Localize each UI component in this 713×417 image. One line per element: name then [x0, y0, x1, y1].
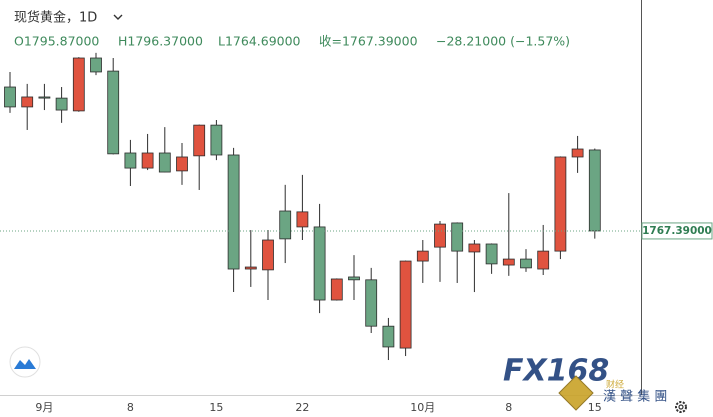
plot-area — [4, 52, 601, 361]
candle-body — [434, 223, 446, 248]
candle-body — [554, 156, 567, 252]
candle-body — [107, 70, 120, 155]
title-chevron — [113, 14, 123, 20]
candle-body — [90, 57, 102, 73]
candle-body — [21, 96, 34, 108]
settings-button[interactable] — [675, 401, 687, 413]
candle-body — [55, 97, 68, 111]
candle-body — [227, 154, 240, 270]
candle-body — [158, 152, 171, 173]
candle-body — [330, 278, 343, 301]
candle-body — [176, 156, 188, 172]
candle-body — [193, 124, 206, 157]
candle-body — [72, 57, 85, 112]
last-price-label: 1767.39000 — [642, 225, 712, 237]
candle-body — [537, 250, 550, 270]
x-tick-label: 8 — [505, 401, 512, 414]
candle-body — [485, 243, 498, 265]
watermark-diamond — [558, 375, 594, 411]
candle-body — [382, 325, 395, 348]
candle-body — [4, 86, 16, 108]
ohlc-change: −28.21000 (−1.57%) — [436, 34, 570, 49]
ohlc-close: 收=1767.39000 — [319, 34, 418, 49]
watermark-logo: FX168 — [503, 354, 609, 389]
candle-body — [279, 210, 292, 240]
candle-body — [296, 211, 309, 228]
x-tick-label: 22 — [295, 401, 309, 414]
candle-body — [416, 250, 429, 262]
x-tick-label: 9月 — [35, 401, 53, 414]
candle-body — [399, 260, 412, 349]
candle-body — [38, 96, 51, 99]
candle-body — [348, 276, 360, 281]
ohlc-open: O1795.87000 — [14, 34, 99, 49]
candle-body — [588, 149, 601, 232]
header-bg — [8, 6, 128, 28]
candle-body — [124, 152, 137, 169]
candle-body — [210, 124, 223, 156]
gear-hub[interactable] — [678, 404, 684, 410]
candle-body — [244, 266, 257, 270]
candle-body — [502, 258, 515, 266]
candle-body — [141, 152, 154, 169]
watermark-group: 漢 聲 集 團 — [603, 389, 667, 405]
x-tick-label: 15 — [588, 401, 602, 414]
ohlc-low: L1764.69000 — [218, 34, 301, 49]
candle-body — [262, 239, 274, 271]
last-price-box — [641, 222, 713, 240]
candle-body — [571, 148, 584, 158]
x-tick-label: 10月 — [410, 401, 435, 414]
candle-body — [365, 279, 378, 327]
candle-body — [468, 243, 481, 253]
logo-icon[interactable] — [14, 359, 36, 369]
ohlc-bg — [8, 31, 588, 53]
candle-body — [451, 222, 464, 252]
gear-teeth[interactable] — [675, 401, 687, 413]
watermark: FX168 财经 漢 聲 集 團 — [503, 354, 667, 411]
watermark-sub: 财经 — [606, 379, 624, 391]
logo-circle[interactable] — [9, 346, 41, 378]
candle-body — [520, 258, 532, 269]
x-tick-label: 8 — [127, 401, 134, 414]
ohlc-high: H1796.37000 — [118, 34, 203, 49]
logo-button[interactable] — [9, 346, 41, 378]
x-tick-label: 15 — [209, 401, 223, 414]
candle-body — [313, 226, 326, 301]
symbol-title: 现货黄金，1D — [14, 10, 97, 26]
